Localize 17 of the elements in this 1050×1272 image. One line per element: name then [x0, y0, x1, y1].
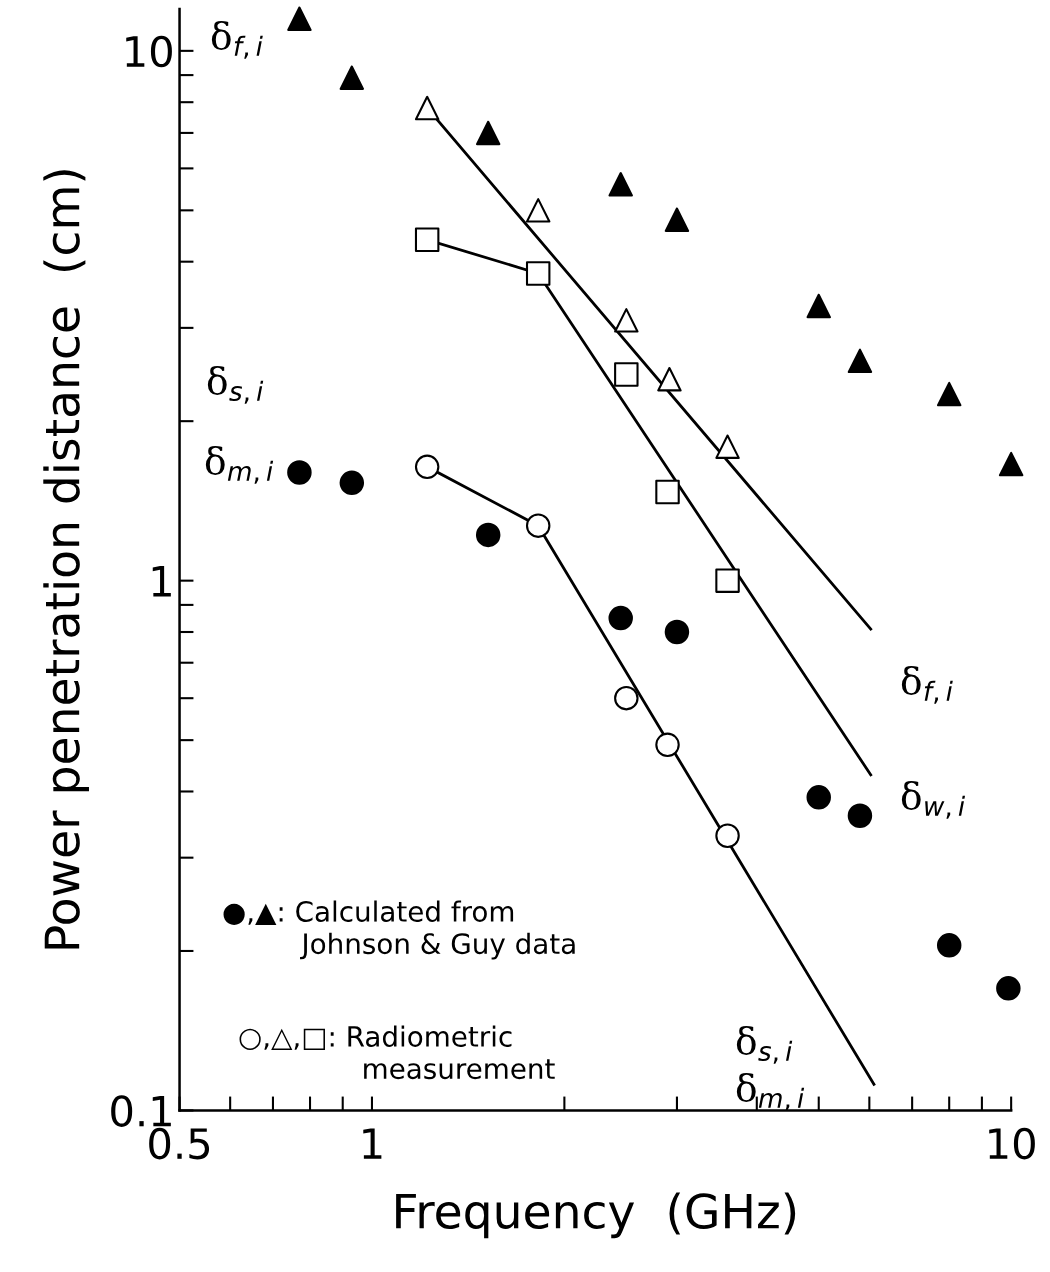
x-tick-label: 10	[989, 1127, 1035, 1160]
x-axis-title: Frequency (GHz)	[396, 1192, 796, 1239]
y-tick-label: 0.1	[111, 1095, 171, 1127]
x-tick-label: 1	[363, 1128, 382, 1159]
y-tick-label: 10	[126, 35, 172, 68]
y-axis-title: Power penetration distance (cm)	[43, 170, 89, 949]
annotation: δ$_{f,i}$	[901, 665, 953, 704]
annotation: δ$_{f,i}$	[211, 20, 263, 59]
annotation: δ$_{w,i}$	[901, 780, 966, 819]
annotation: ○,△,□: Radiometric measurement	[239, 1025, 555, 1080]
annotation: δ$_{m,i}$	[205, 445, 274, 484]
annotation: δ$_{s,i}$	[736, 1025, 793, 1064]
annotation: ●,▲: Calculated from Johnson & Guy data	[223, 900, 575, 960]
y-tick-label: 1	[152, 566, 171, 597]
annotation: δ$_{m,i}$	[736, 1072, 805, 1111]
annotation: δ$_{s,i}$	[207, 365, 264, 404]
x-tick-label: 0.5	[149, 1127, 210, 1160]
